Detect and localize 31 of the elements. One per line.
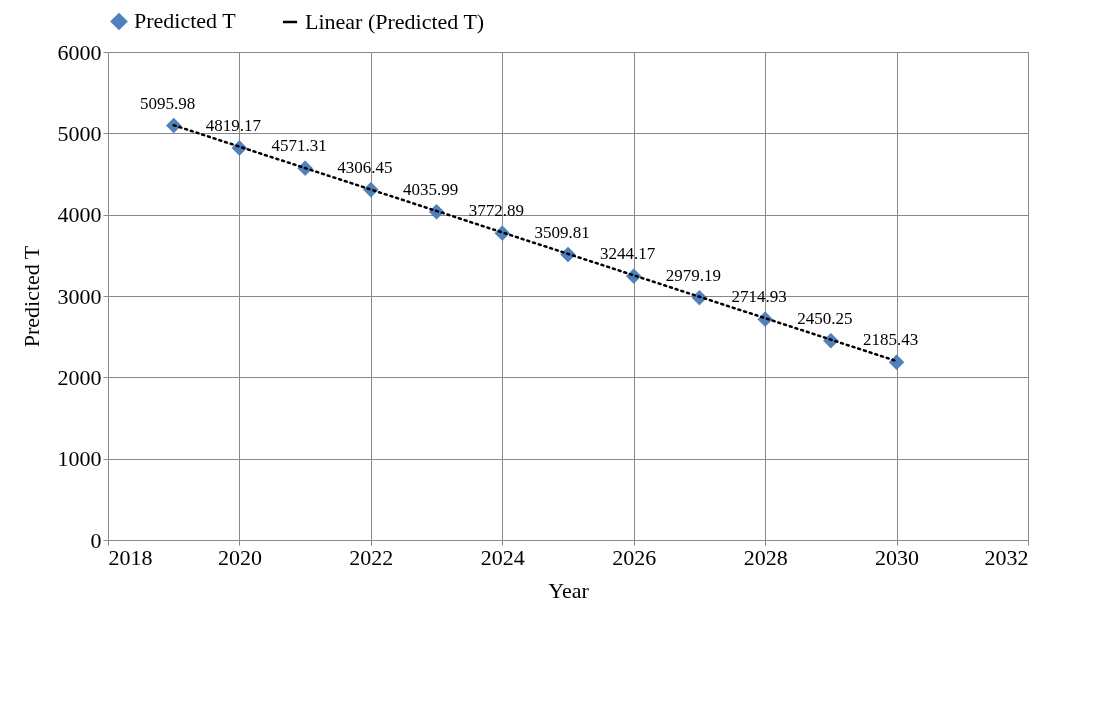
data-label: 2979.19 bbox=[665, 265, 722, 285]
x-tick-label: 2032 bbox=[984, 544, 1029, 570]
y-tick-label: 6000 bbox=[57, 39, 102, 65]
data-label: 3772.89 bbox=[468, 201, 524, 221]
x-tick-label: 2026 bbox=[612, 544, 657, 570]
data-label: 4035.99 bbox=[402, 179, 459, 199]
x-tick-label: 2028 bbox=[743, 544, 788, 570]
data-label: 4306.45 bbox=[337, 157, 393, 177]
y-tick-label: 5000 bbox=[57, 120, 102, 146]
x-tick-label: 2030 bbox=[875, 544, 920, 570]
x-tick-label: 2020 bbox=[217, 544, 262, 570]
data-label: 3244.17 bbox=[600, 244, 656, 264]
data-label: 3509.81 bbox=[534, 222, 590, 242]
data-label: 2450.25 bbox=[797, 308, 853, 328]
data-label: 4819.17 bbox=[205, 116, 262, 136]
data-label: 2185.43 bbox=[862, 330, 919, 350]
y-axis-title: Predicted T bbox=[18, 245, 44, 348]
legend-label: Predicted T bbox=[134, 8, 237, 34]
y-tick-label: 2000 bbox=[57, 364, 102, 390]
y-tick-label: 4000 bbox=[57, 202, 102, 228]
x-tick-label: 2024 bbox=[480, 544, 525, 570]
y-tick-label: 1000 bbox=[57, 446, 102, 472]
x-tick-label: 2018 bbox=[108, 544, 153, 570]
data-label: 2714.93 bbox=[731, 287, 787, 307]
y-tick-label: 0 bbox=[90, 527, 102, 553]
x-tick-label: 2022 bbox=[349, 544, 394, 570]
data-label: 5095.98 bbox=[140, 93, 196, 113]
x-axis-title: Year bbox=[548, 577, 590, 603]
legend-label: Linear (Predicted T) bbox=[305, 9, 485, 34]
y-tick-label: 3000 bbox=[57, 283, 102, 309]
data-label: 4571.31 bbox=[271, 136, 327, 156]
